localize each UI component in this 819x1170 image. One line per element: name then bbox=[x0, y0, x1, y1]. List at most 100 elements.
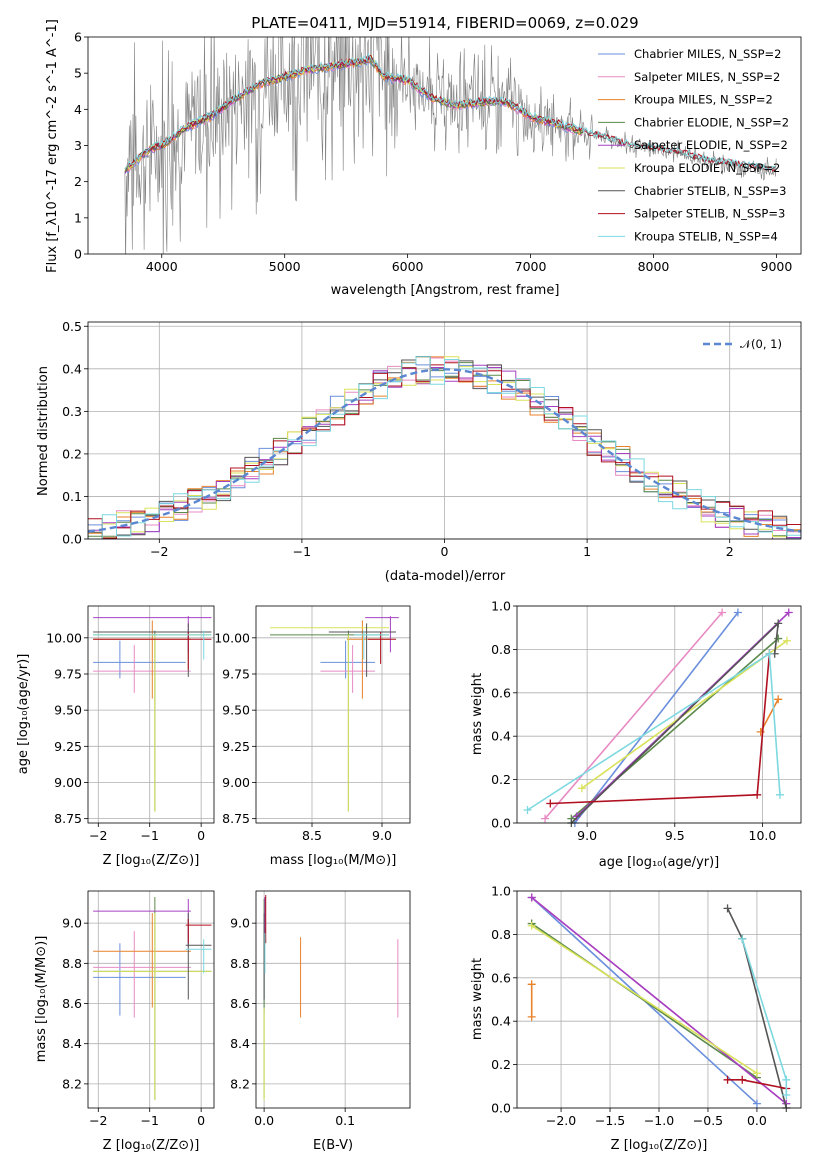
wage-point-marker bbox=[774, 695, 783, 704]
age-vs-metallicity-panel: −2 −1 0 8.75 9.00 9.25 9.50 9.75 10.00 Z [log₁₀(Z… bbox=[16, 605, 215, 868]
wz-point-marker bbox=[527, 893, 536, 902]
wage-point-marker bbox=[523, 805, 532, 814]
massebv-xlabel: E(B-V) bbox=[313, 1138, 353, 1153]
wz-xtick-label: −1.5 bbox=[595, 1113, 625, 1128]
wage-ytick-label: 0.6 bbox=[491, 685, 511, 700]
hist-ylabel: Normed distribution bbox=[36, 366, 51, 496]
spec-xtick-label: 7000 bbox=[515, 259, 547, 274]
massebv-ytick-label: 9.0 bbox=[230, 916, 250, 931]
agem-ytick-label: 9.25 bbox=[222, 739, 250, 754]
agez-ylabel: age [log₁₀(age/yr)] bbox=[16, 654, 31, 775]
wage-series-line bbox=[527, 652, 781, 811]
wz-ytick-label: 0.0 bbox=[491, 1101, 511, 1116]
massebv-frame bbox=[255, 890, 411, 1109]
wage-ytick-label: 0.2 bbox=[491, 772, 511, 787]
wz-point-marker bbox=[782, 1090, 791, 1099]
wz-point-marker bbox=[738, 1075, 747, 1084]
wz-xtick-label: 0.0 bbox=[747, 1113, 767, 1128]
wage-point-marker bbox=[775, 790, 784, 799]
wz-ytick-label: 0.8 bbox=[491, 927, 511, 942]
wage-point-marker bbox=[572, 812, 581, 821]
wage-xtick-label: 10.0 bbox=[749, 828, 777, 843]
residual-histogram-panel: −2 −1 0 1 2 0.0 0.1 0.2 0.3 0.4 0.5 𝒩(0, 1) (data-mo… bbox=[36, 319, 802, 584]
legend-label: Salpeter STELIB, N_SSP=3 bbox=[634, 207, 785, 221]
hist-xtick-label: 0 bbox=[441, 544, 449, 559]
agez-frame bbox=[87, 605, 215, 824]
spectrum-panel: 4000 5000 6000 7000 8000 9000 0 1 2 3 4 5 6 wavelengt… bbox=[45, 19, 802, 298]
wz-xtick-label: −1.0 bbox=[644, 1113, 674, 1128]
massz-ylabel: mass [log₁₀(M/M⊙)] bbox=[34, 936, 49, 1063]
wz-point-marker bbox=[752, 1069, 761, 1078]
agez-ytick-label: 9.25 bbox=[54, 739, 82, 754]
massebv-ytick-label: 8.2 bbox=[230, 1076, 250, 1091]
agem-xtick-label: 8.5 bbox=[302, 828, 322, 843]
wage-point-marker bbox=[733, 608, 742, 617]
legend-label: Kroupa STELIB, N_SSP=4 bbox=[634, 229, 778, 243]
wage-point-marker bbox=[546, 799, 555, 808]
wz-ytick-label: 0.4 bbox=[491, 1014, 511, 1029]
data-flux-line bbox=[124, 37, 777, 254]
wz-point-marker bbox=[752, 1099, 761, 1108]
residual-histogram-step bbox=[88, 356, 801, 539]
agez-ytick-label: 8.75 bbox=[54, 811, 82, 826]
legend-label: Chabrier ELODIE, N_SSP=2 bbox=[634, 115, 789, 129]
massebv-ytick-label: 8.4 bbox=[230, 1036, 250, 1051]
mass-vs-metallicity-panel: −2 −1 0 8.2 8.4 8.6 8.8 9.0 Z [log₁₀(Z/Z⊙)] mass … bbox=[34, 890, 215, 1153]
agez-ytick-label: 9.50 bbox=[54, 703, 82, 718]
agez-ytick-label: 10.00 bbox=[46, 630, 82, 645]
wage-ytick-label: 0.0 bbox=[491, 816, 511, 831]
wage-point-marker bbox=[774, 619, 783, 628]
massz-ytick-label: 8.2 bbox=[62, 1076, 82, 1091]
wage-point-marker bbox=[718, 608, 727, 617]
massz-ytick-label: 8.6 bbox=[62, 996, 82, 1011]
wage-point-marker bbox=[577, 784, 586, 793]
massebv-ytick-label: 8.6 bbox=[230, 996, 250, 1011]
agez-xtick-label: −2 bbox=[89, 828, 107, 843]
hist-xlabel: (data-model)/error bbox=[385, 569, 506, 584]
wage-point-marker bbox=[541, 814, 550, 823]
massz-xtick-label: 0 bbox=[197, 1113, 205, 1128]
wz-series-line bbox=[531, 922, 758, 1079]
hist-xtick-label: 1 bbox=[583, 544, 591, 559]
spec-ytick-label: 1 bbox=[74, 210, 82, 225]
wage-ytick-label: 1.0 bbox=[491, 599, 511, 614]
agez-xtick-label: 0 bbox=[197, 828, 205, 843]
mass-vs-ebv-panel: 0.0 0.1 8.2 8.4 8.6 8.8 9.0 E(B-V) bbox=[230, 890, 411, 1153]
hist-ytick-label: 0.2 bbox=[62, 446, 82, 461]
wage-point-marker bbox=[774, 634, 783, 643]
wage-xlabel: age [log₁₀(age/yr)] bbox=[599, 855, 720, 870]
wz-point-marker bbox=[723, 1075, 732, 1084]
spec-ytick-label: 2 bbox=[74, 174, 82, 189]
wage-series-line bbox=[544, 611, 723, 820]
spec-ytick-label: 3 bbox=[74, 138, 82, 153]
model-spectrum-line bbox=[124, 52, 776, 172]
spec-ylabel: Flux [f_λ10^-17 erg cm^-2 s^-1 A^-1] bbox=[45, 19, 60, 273]
legend-label: Salpeter ELODIE, N_SSP=2 bbox=[634, 138, 788, 152]
agem-ytick-label: 9.50 bbox=[222, 703, 250, 718]
agem-ytick-label: 9.00 bbox=[222, 775, 250, 790]
agem-ytick-label: 8.75 bbox=[222, 811, 250, 826]
massebv-ytick-label: 8.8 bbox=[230, 956, 250, 971]
massz-frame bbox=[87, 890, 215, 1109]
agez-xlabel: Z [log₁₀(Z/Z⊙)] bbox=[103, 853, 200, 868]
agem-frame bbox=[255, 605, 411, 824]
wage-point-marker bbox=[753, 790, 762, 799]
wage-xtick-label: 9.0 bbox=[577, 828, 597, 843]
massz-ytick-label: 9.0 bbox=[62, 916, 82, 931]
wage-series-line bbox=[574, 612, 739, 824]
spec-xtick-label: 8000 bbox=[638, 259, 670, 274]
hist-ytick-label: 0.0 bbox=[62, 532, 82, 547]
legend-label: Kroupa MILES, N_SSP=2 bbox=[634, 93, 773, 107]
spec-xtick-label: 9000 bbox=[761, 259, 793, 274]
wz-frame bbox=[516, 890, 802, 1109]
legend-label: 𝒩(0, 1) bbox=[740, 337, 782, 351]
hist-xtick-label: 2 bbox=[726, 544, 734, 559]
hist-xtick-label: −1 bbox=[293, 544, 311, 559]
hist-ytick-label: 0.1 bbox=[62, 489, 82, 504]
agez-ytick-label: 9.75 bbox=[54, 666, 82, 681]
spec-ytick-label: 6 bbox=[74, 30, 82, 45]
wage-ytick-label: 0.4 bbox=[491, 729, 511, 744]
spec-xtick-label: 4000 bbox=[146, 259, 178, 274]
spec-xtick-label: 5000 bbox=[269, 259, 301, 274]
wz-point-marker bbox=[782, 1075, 791, 1084]
